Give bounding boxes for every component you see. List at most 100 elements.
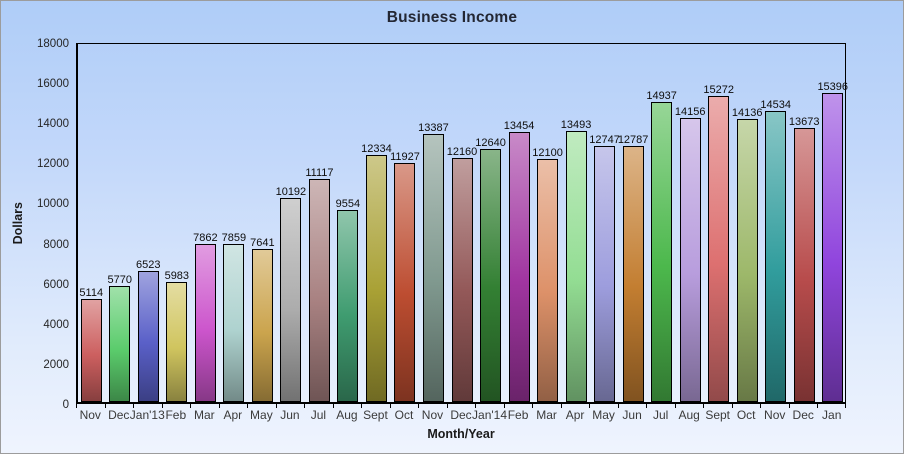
- bar-value-label: 6523: [136, 259, 161, 272]
- x-tick-mark: [617, 402, 619, 408]
- x-tick-mark: [218, 402, 220, 408]
- x-tick-mark: [817, 402, 819, 408]
- bar-dec-1: 5770: [108, 274, 132, 402]
- x-tick-mark: [788, 402, 790, 408]
- x-tick-mark: [332, 402, 334, 408]
- x-tick-mark: [304, 402, 306, 408]
- y-tick-label: 10000: [37, 198, 69, 211]
- bar-dec-13: 12160: [447, 146, 477, 402]
- x-tick-label: Dec: [792, 408, 814, 422]
- x-tick-mark: [361, 402, 363, 408]
- x-tick-label: Oct: [736, 408, 756, 422]
- bar-apr-5: 7859: [222, 232, 246, 402]
- x-tick-mark: [532, 402, 534, 408]
- bar-aug-21: 14156: [675, 106, 705, 402]
- bar-value-label: 7862: [193, 232, 218, 245]
- x-tick-label: Nov: [421, 408, 444, 422]
- bar-value-label: 11927: [390, 150, 420, 163]
- bar-jan13-2: 6523: [136, 259, 161, 402]
- x-tick-label: Apr: [565, 408, 585, 422]
- x-tick-label: Jan: [822, 408, 842, 422]
- bar-value-label: 13673: [788, 115, 820, 128]
- bar-jun-7: 10192: [276, 186, 306, 402]
- x-tick-label: May: [592, 408, 615, 422]
- x-tick-label: Jul: [310, 408, 327, 422]
- bar-apr-17: 13493: [561, 119, 591, 402]
- x-tick-label: Dec: [450, 408, 472, 422]
- x-tick-label: Nov: [79, 408, 101, 422]
- x-tick-label: Mar: [193, 408, 215, 422]
- x-tick-label: Aug: [678, 408, 700, 422]
- bar-jun-19: 12787: [618, 134, 648, 402]
- x-tick-label: Dec: [108, 408, 130, 422]
- x-tick-label: Jun: [280, 408, 300, 422]
- bar-value-label: 15272: [703, 83, 734, 96]
- bar-oct-11: 11927: [390, 151, 420, 402]
- x-tick-label: Jan'14: [472, 408, 508, 422]
- bar-sept-22: 15272: [703, 84, 734, 402]
- x-tick-mark: [589, 402, 591, 408]
- bar-value-label: 10192: [275, 185, 307, 198]
- x-tick-label: Sept: [363, 408, 388, 422]
- bar-feb-15: 13454: [504, 120, 534, 402]
- y-axis-labels: 0 2000 4000 6000 8000 10000 12000 14000 16000 180…: [1, 38, 69, 411]
- x-tick-mark: [731, 402, 733, 408]
- bar-value-label: 13493: [560, 119, 592, 132]
- bar-value-label: 12747: [589, 134, 620, 147]
- x-tick-mark: [247, 402, 249, 408]
- x-tick-label: Mar: [536, 408, 557, 422]
- bar-aug-9: 9554: [336, 198, 360, 402]
- plot-area: 5114 5770 6523 5983 7862 7859 7641 10192 11117 95…: [76, 43, 848, 404]
- x-tick-label: Nov: [764, 408, 786, 422]
- bar-value-label: 12787: [617, 133, 649, 146]
- bar-oct-23: 14136: [732, 107, 762, 402]
- y-tick-label: 2000: [43, 358, 69, 371]
- bar-nov-12: 13387: [418, 122, 449, 402]
- x-tick-mark: [760, 402, 762, 408]
- y-tick-label: 6000: [43, 278, 69, 291]
- bar-value-label: 14534: [760, 98, 791, 111]
- x-tick-mark: [446, 402, 448, 408]
- bar-sept-10: 12334: [361, 143, 392, 402]
- x-axis-ticks: [76, 402, 846, 408]
- x-tick-label: Feb: [507, 408, 529, 422]
- x-tick-mark: [133, 402, 135, 408]
- bar-may-6: 7641: [250, 237, 275, 402]
- x-tick-mark: [76, 402, 77, 408]
- bar-nov-0: 5114: [79, 287, 103, 402]
- bar-value-label: 11117: [305, 167, 334, 180]
- bar-jul-8: 11117: [305, 167, 333, 402]
- x-tick-label: Jan'13: [129, 408, 165, 422]
- bar-value-label: 14156: [674, 106, 706, 119]
- bar-value-label: 13387: [418, 121, 449, 134]
- x-tick-mark: [674, 402, 676, 408]
- bar-value-label: 5770: [107, 274, 133, 287]
- x-tick-mark: [703, 402, 705, 408]
- x-tick-mark: [560, 402, 562, 408]
- x-tick-label: Oct: [394, 408, 414, 422]
- y-tick-label: 4000: [43, 318, 69, 331]
- bar-value-label: 5114: [79, 287, 104, 300]
- x-tick-mark: [161, 402, 163, 408]
- bar-value-label: 13454: [503, 120, 535, 133]
- x-tick-mark: [418, 402, 420, 408]
- x-tick-label: May: [250, 408, 273, 422]
- bar-value-label: 9554: [335, 198, 361, 211]
- y-tick-label: 18000: [37, 38, 69, 50]
- bar-mar-4: 7862: [193, 232, 218, 402]
- bar-may-18: 12747: [589, 134, 620, 402]
- y-tick-label: 16000: [37, 78, 69, 91]
- bar-value-label: 7641: [250, 236, 275, 249]
- bar-jul-20: 14937: [646, 90, 677, 402]
- bar-jan-26: 15396: [817, 81, 848, 402]
- x-tick-mark: [104, 402, 106, 408]
- bar-dec-25: 13673: [789, 116, 820, 402]
- x-tick-label: Feb: [165, 408, 187, 422]
- bar-value-label: 7859: [221, 232, 247, 245]
- bar-value-label: 12640: [475, 136, 506, 149]
- y-tick-label: 12000: [37, 158, 69, 171]
- bar-feb-3: 5983: [165, 270, 189, 402]
- bar-value-label: 15396: [817, 81, 849, 94]
- x-axis-labels: Nov Dec Jan'13 Feb Mar Apr May Jun Jul Aug Sept Oct…: [76, 408, 846, 424]
